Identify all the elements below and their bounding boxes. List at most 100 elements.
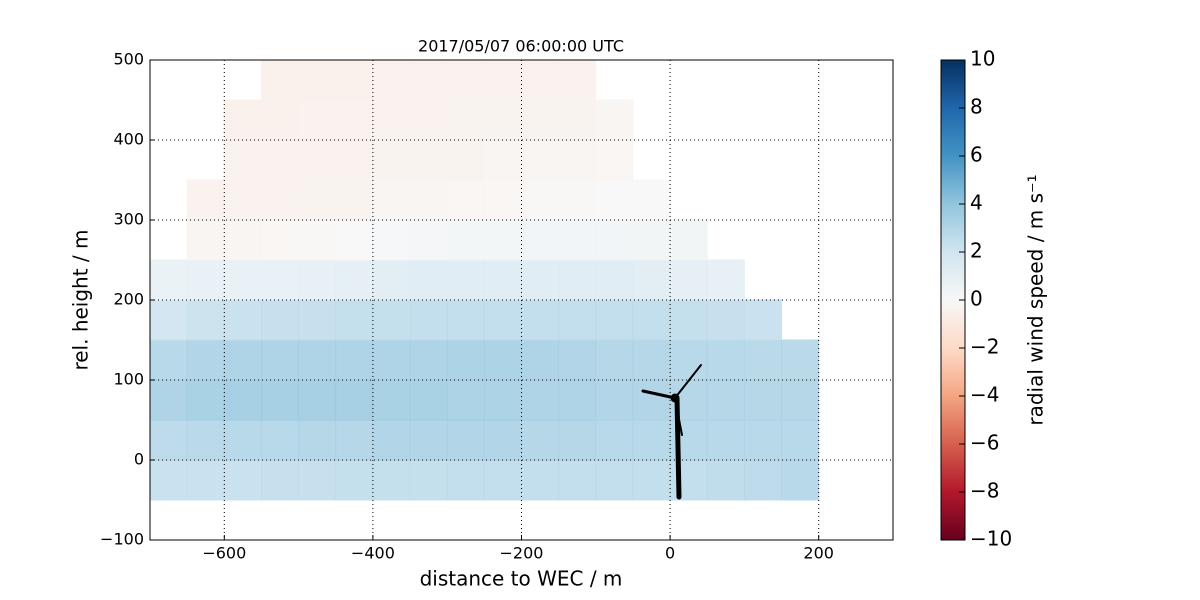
- data-cell: [186, 259, 225, 301]
- data-cell: [446, 99, 485, 141]
- data-cell: [298, 459, 337, 501]
- data-cell: [521, 219, 560, 261]
- data-cell: [335, 259, 374, 301]
- y-tick-label: 300: [113, 210, 144, 229]
- turbine: [641, 364, 702, 500]
- data-cell: [260, 419, 300, 461]
- data-cell: [483, 299, 522, 341]
- data-cell: [186, 459, 225, 501]
- data-cell: [223, 419, 262, 461]
- y-axis-label: rel. height / m: [69, 229, 93, 370]
- data-cell: [595, 139, 634, 181]
- data-cell: [150, 379, 188, 421]
- data-cell: [743, 299, 783, 341]
- data-cell: [372, 60, 411, 101]
- x-tick-label: −400: [351, 544, 395, 563]
- data-cell: [632, 299, 671, 341]
- data-cell: [483, 459, 522, 501]
- turbine-blade: [674, 364, 702, 399]
- data-cell: [223, 379, 262, 421]
- data-cell: [298, 219, 337, 261]
- data-cell: [298, 259, 337, 301]
- data-cell: [558, 299, 597, 341]
- data-cell: [781, 339, 820, 381]
- data-cell: [706, 419, 745, 461]
- data-cell: [372, 99, 411, 141]
- data-cell: [335, 419, 374, 461]
- data-cell: [743, 419, 783, 461]
- data-cell: [521, 179, 560, 221]
- data-cell: [669, 459, 708, 501]
- colorbar-tick-label: 0: [970, 287, 983, 311]
- data-cell: [260, 99, 300, 141]
- colorbar-tick-label: −6: [970, 431, 999, 455]
- turbine-hub: [670, 393, 680, 403]
- data-cell: [483, 259, 522, 301]
- x-axis-label: distance to WEC / m: [420, 567, 623, 591]
- data-cell: [781, 459, 820, 501]
- data-cell: [558, 459, 597, 501]
- data-cell: [446, 379, 485, 421]
- data-cell: [298, 379, 337, 421]
- data-cell: [706, 379, 745, 421]
- data-cell: [706, 299, 745, 341]
- y-tick-label: −100: [100, 530, 144, 549]
- data-cell: [298, 139, 337, 181]
- data-cell: [372, 139, 411, 181]
- data-cell: [632, 339, 671, 381]
- colorbar-tick-label: 4: [970, 191, 983, 215]
- data-cell: [521, 419, 560, 461]
- data-cell: [595, 179, 634, 221]
- chart-title: 2017/05/07 06:00:00 UTC: [418, 37, 624, 56]
- data-cell: [372, 179, 411, 221]
- data-cell: [298, 179, 337, 221]
- data-cell: [372, 259, 411, 301]
- colorbar-tick-label: 2: [970, 239, 983, 263]
- data-cell: [706, 259, 745, 301]
- data-cell: [223, 459, 262, 501]
- data-cell: [521, 339, 560, 381]
- data-cell: [260, 379, 300, 421]
- x-tick-label: −600: [202, 544, 246, 563]
- colorbar-tick-label: 10: [970, 47, 995, 71]
- data-cell: [150, 299, 188, 341]
- data-cell: [372, 459, 411, 501]
- y-tick-label: 500: [113, 50, 144, 69]
- data-cell: [781, 379, 820, 421]
- data-cell: [632, 259, 671, 301]
- data-cell: [669, 219, 708, 261]
- data-cell: [372, 299, 411, 341]
- x-tick-label: −200: [500, 544, 544, 563]
- data-cell: [632, 219, 671, 261]
- colorbar-tick-label: 6: [970, 143, 983, 167]
- data-cell: [335, 379, 374, 421]
- data-cell: [483, 139, 522, 181]
- data-cell: [186, 299, 225, 341]
- data-cell: [521, 459, 560, 501]
- data-cell: [409, 419, 448, 461]
- data-layer: [150, 60, 820, 501]
- data-cell: [298, 299, 337, 341]
- data-cell: [260, 219, 300, 261]
- data-cell: [595, 459, 634, 501]
- data-cell: [372, 339, 411, 381]
- data-cell: [186, 219, 225, 261]
- data-cell: [260, 299, 300, 341]
- data-cell: [446, 60, 485, 101]
- grid: [150, 59, 893, 541]
- data-cell: [595, 419, 634, 461]
- data-cell: [483, 179, 522, 221]
- data-cell: [223, 139, 262, 181]
- data-cell: [335, 339, 374, 381]
- data-cell: [409, 379, 448, 421]
- data-cell: [223, 299, 262, 341]
- data-cell: [186, 179, 225, 221]
- data-cell: [372, 419, 411, 461]
- data-cell: [595, 259, 634, 301]
- data-cell: [260, 179, 300, 221]
- colorbar-tick-label: −2: [970, 335, 999, 359]
- data-cell: [260, 139, 300, 181]
- data-cell: [260, 459, 300, 501]
- data-cell: [409, 179, 448, 221]
- data-cell: [372, 219, 411, 261]
